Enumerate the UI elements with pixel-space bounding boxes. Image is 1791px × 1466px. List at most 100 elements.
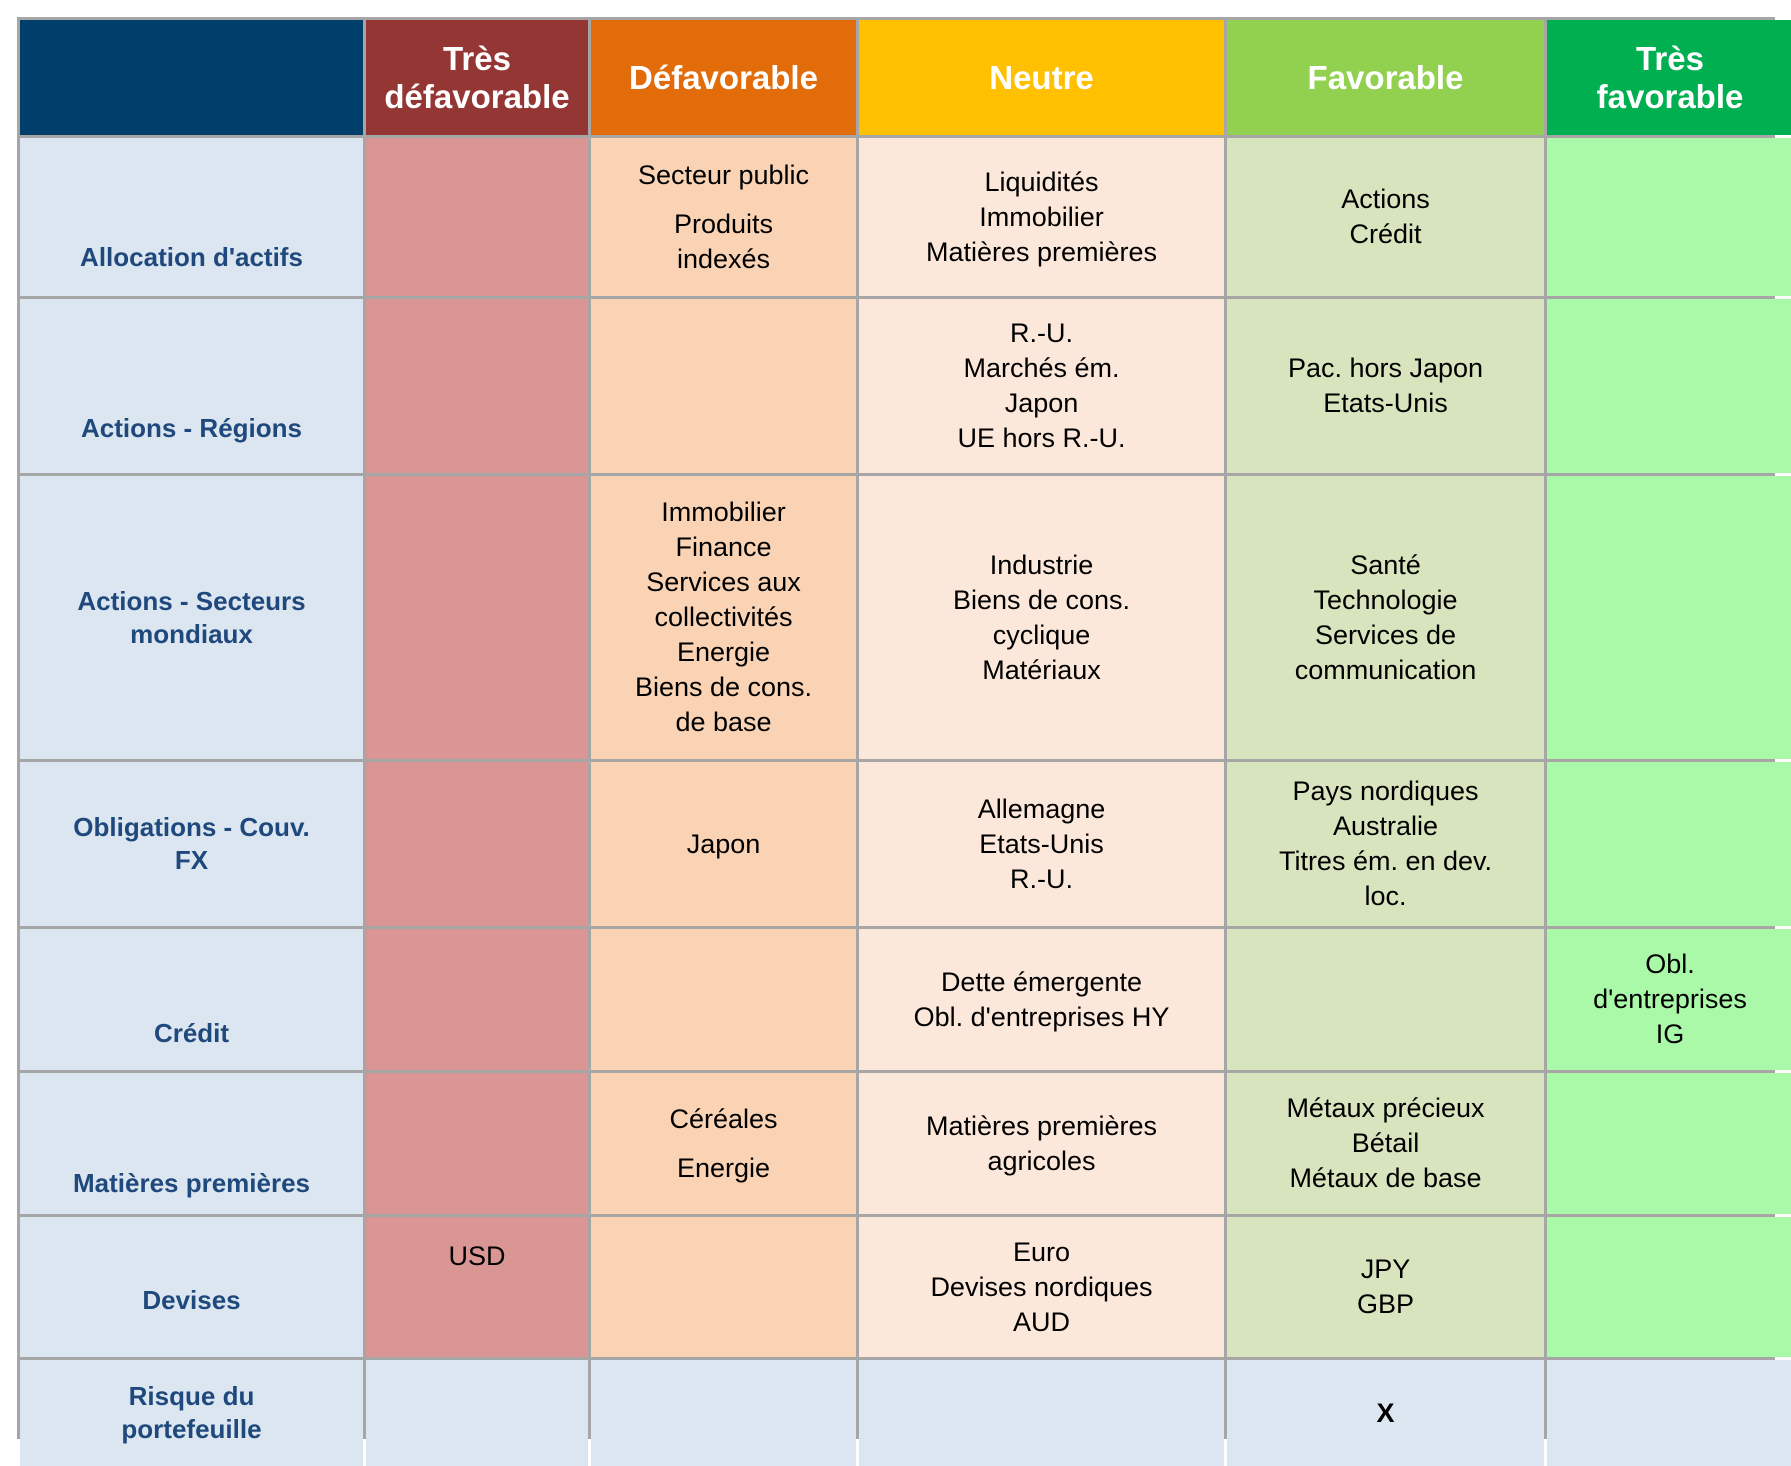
cell-neutre: Dette émergente Obl. d'entreprises HY xyxy=(859,929,1224,1070)
row-label: Risque du portefeuille xyxy=(20,1360,363,1466)
cell-item: Allemagne xyxy=(977,793,1106,824)
cell-item: Biens de cons. xyxy=(952,584,1131,615)
cell-item: Devises nordiques xyxy=(930,1271,1153,1302)
cell-item: AUD xyxy=(1012,1306,1070,1337)
header-defavorable: Défavorable xyxy=(591,20,856,135)
cell-item: USD xyxy=(448,1241,506,1271)
header-neutre: Neutre xyxy=(859,20,1224,135)
cell-item: UE hors R.-U. xyxy=(957,423,1126,453)
cell-item: indexés xyxy=(676,243,771,274)
cell-defavorable xyxy=(591,1360,856,1466)
header-label: Défavorable xyxy=(629,58,818,96)
cell-tres-favorable xyxy=(1547,762,1791,926)
cell-item: Métaux précieux xyxy=(1286,1093,1485,1123)
cell-neutre xyxy=(859,1360,1224,1466)
cell-item: Immobilier xyxy=(979,201,1104,232)
cell-favorable xyxy=(1227,929,1544,1070)
row-label-text: Obligations - Couv. FX xyxy=(73,812,310,875)
cell-item: GBP xyxy=(1356,1289,1415,1319)
header-corner xyxy=(20,20,363,135)
cell-favorable: JPY GBP xyxy=(1227,1217,1544,1357)
cell-defavorable xyxy=(591,299,856,473)
row-label-text: Actions - Secteurs mondiaux xyxy=(77,585,306,649)
cell-item: Services aux xyxy=(646,567,801,597)
cell-item: Obl. d'entreprises HY xyxy=(913,1001,1170,1032)
cell-item: Matières premières xyxy=(925,236,1158,267)
row-label: Devises xyxy=(20,1217,363,1357)
cell-item: Crédit xyxy=(1349,219,1422,249)
cell-item: Japon xyxy=(1004,388,1079,418)
row-label: Matières premières xyxy=(20,1073,363,1214)
cell-defavorable xyxy=(591,929,856,1070)
cell-defavorable: Immobilier Finance Services aux collectivit… xyxy=(591,476,856,759)
cell-item: Secteur public xyxy=(637,159,810,190)
cell-favorable: Pays nordiques Australie Titres ém. en dev… xyxy=(1227,762,1544,926)
cell-item: Marchés ém. xyxy=(963,353,1120,383)
cell-item: X xyxy=(1376,1397,1395,1428)
cell-item: Finance xyxy=(675,532,772,562)
cell-item: IG xyxy=(1655,1019,1685,1049)
header-tres-defavorable: Très défavorable xyxy=(366,20,588,135)
cell-tres-favorable xyxy=(1547,138,1791,296)
cell-tres-defavorable xyxy=(366,476,588,759)
cell-item: Produits xyxy=(673,208,774,239)
cell-item: Biens de cons. xyxy=(634,672,813,702)
cell-neutre: Allemagne Etats-Unis R.-U. xyxy=(859,762,1224,926)
cell-item: Pays nordiques xyxy=(1292,776,1479,806)
cell-tres-defavorable xyxy=(366,299,588,473)
cell-item: Bétail xyxy=(1351,1128,1420,1158)
cell-neutre: Industrie Biens de cons. cyclique Matériaux xyxy=(859,476,1224,759)
cell-item: Céréales xyxy=(669,1103,778,1134)
header-label: Favorable xyxy=(1307,58,1464,96)
cell-tres-favorable xyxy=(1547,299,1791,473)
header-tres-favorable: Très favorable xyxy=(1547,20,1791,135)
cell-item: Energie xyxy=(676,1152,771,1183)
cell-item: R.-U. xyxy=(1010,318,1073,348)
row-label: Allocation d'actifs xyxy=(20,138,363,296)
cell-item: Japon xyxy=(686,828,761,859)
cell-neutre: Euro Devises nordiques AUD xyxy=(859,1217,1224,1357)
header-label: Très défavorable xyxy=(384,39,570,115)
cell-item: communication xyxy=(1294,654,1477,685)
cell-neutre: Matières premières agricoles xyxy=(859,1073,1224,1214)
cell-tres-defavorable xyxy=(366,929,588,1070)
cell-tres-defavorable xyxy=(366,1073,588,1214)
cell-item: Pac. hors Japon xyxy=(1287,353,1484,383)
cell-item: Services de xyxy=(1314,619,1457,650)
cell-item: d'entreprises xyxy=(1593,984,1747,1014)
cell-item: Industrie xyxy=(989,549,1094,580)
cell-favorable: X xyxy=(1227,1360,1544,1466)
cell-neutre: Liquidités Immobilier Matières premières xyxy=(859,138,1224,296)
cell-item: cyclique xyxy=(992,619,1091,650)
market-outlook-table: Très défavorable Défavorable Neutre Favorab… xyxy=(17,17,1791,1466)
cell-tres-defavorable xyxy=(366,762,588,926)
cell-favorable: Santé Technologie Services de communication xyxy=(1227,476,1544,759)
cell-neutre: R.-U. Marchés ém. Japon UE hors R.-U. xyxy=(859,299,1224,473)
row-label-text: Crédit xyxy=(153,1018,230,1048)
row-label: Actions - Régions xyxy=(20,299,363,473)
cell-item: Technologie xyxy=(1313,584,1458,615)
row-label: Actions - Secteurs mondiaux xyxy=(20,476,363,759)
cell-item: Etats-Unis xyxy=(979,828,1104,859)
row-label-text: Matières premières xyxy=(72,1168,311,1198)
cell-item: Matériaux xyxy=(982,654,1101,685)
cell-item: loc. xyxy=(1364,881,1407,911)
cell-tres-favorable xyxy=(1547,1217,1791,1357)
header-favorable: Favorable xyxy=(1227,20,1544,135)
cell-favorable: Métaux précieux Bétail Métaux de base xyxy=(1227,1073,1544,1214)
cell-tres-favorable: Obl. d'entreprises IG xyxy=(1547,929,1791,1070)
cell-item: Dette émergente xyxy=(940,966,1143,997)
cell-defavorable: Japon xyxy=(591,762,856,926)
cell-tres-favorable xyxy=(1547,1360,1791,1466)
cell-item: R.-U. xyxy=(1010,863,1073,894)
cell-tres-defavorable: USD xyxy=(366,1217,588,1357)
header-label: Très favorable xyxy=(1596,39,1744,115)
cell-item: Actions xyxy=(1341,184,1430,214)
cell-item: Energie xyxy=(676,637,771,667)
cell-item: Euro xyxy=(1012,1236,1071,1267)
cell-item: Etats-Unis xyxy=(1323,388,1448,418)
cell-defavorable: Céréales Energie xyxy=(591,1073,856,1214)
cell-defavorable: Secteur public Produits indexés xyxy=(591,138,856,296)
row-label-text: Devises xyxy=(142,1285,241,1315)
cell-tres-favorable xyxy=(1547,1073,1791,1214)
